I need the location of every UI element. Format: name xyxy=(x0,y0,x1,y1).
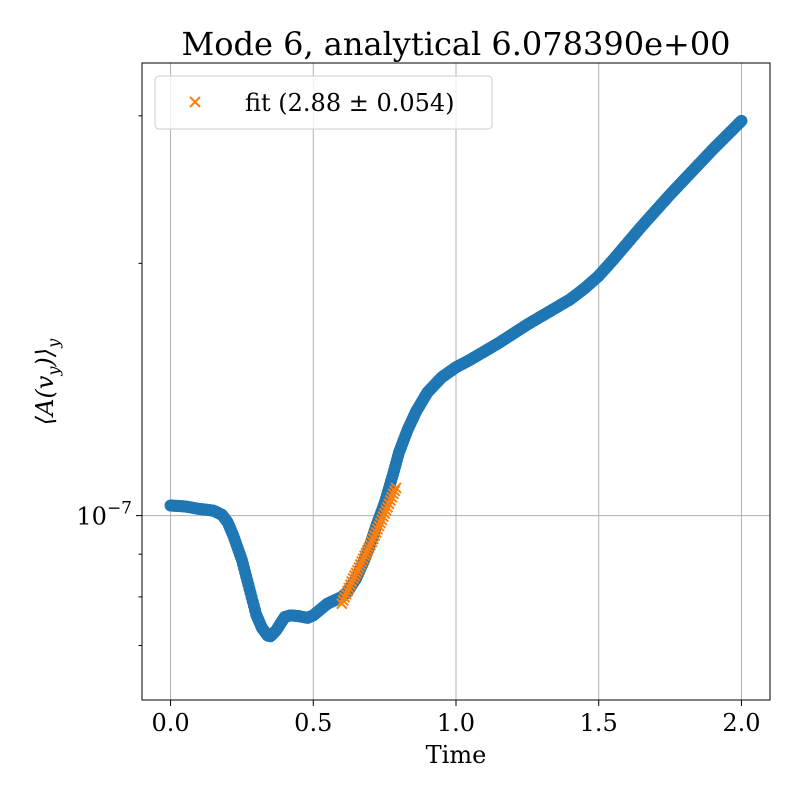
fit-point xyxy=(388,485,401,497)
plot-border xyxy=(141,62,771,701)
fit-point xyxy=(371,523,384,535)
fit-point xyxy=(383,498,395,510)
fit-point xyxy=(380,504,392,517)
series-fit xyxy=(336,482,402,610)
legend-marker-x-stroke xyxy=(189,96,201,108)
fit-point xyxy=(343,582,355,594)
legend: fit (2.88 ± 0.054) xyxy=(154,75,493,130)
x-axis-label: Time xyxy=(426,741,487,769)
fit-point-stroke xyxy=(371,523,384,535)
y-tick-base: 10 xyxy=(76,503,107,531)
fit-point-stroke xyxy=(368,529,381,542)
y-axis-label: ⟨A(vy)⟩y xyxy=(31,338,63,425)
x-tick-label: 1.5 xyxy=(580,709,618,737)
fit-point-stroke xyxy=(337,594,349,607)
fit-point xyxy=(368,529,381,542)
fit-point-stroke xyxy=(340,588,352,600)
fit-point xyxy=(373,520,385,532)
fit-point xyxy=(367,532,379,545)
fit-point-stroke xyxy=(341,585,354,597)
x-tick-label: 2.0 xyxy=(722,709,760,737)
fit-point xyxy=(390,482,402,494)
fit-point xyxy=(381,501,394,513)
fit-point xyxy=(370,526,382,539)
fit-point-stroke xyxy=(387,488,399,500)
fit-point-stroke xyxy=(377,510,389,523)
fit-point xyxy=(366,536,378,548)
fit-point-stroke xyxy=(356,555,368,568)
fit-point-stroke xyxy=(386,491,398,503)
fit-point-stroke xyxy=(343,582,355,594)
fit-point-stroke xyxy=(338,591,351,604)
fit-point xyxy=(341,585,354,597)
fit-point-stroke xyxy=(353,561,365,574)
fit-point xyxy=(338,591,351,604)
fit-point xyxy=(356,555,368,568)
fit-point xyxy=(346,575,358,588)
fit-point-stroke xyxy=(357,553,369,565)
fit-point xyxy=(386,491,398,503)
legend-x-marker xyxy=(189,96,201,108)
fit-point xyxy=(336,597,348,610)
fit-point-stroke xyxy=(346,575,358,588)
fit-point-stroke xyxy=(383,498,395,510)
legend-marker-x xyxy=(189,96,201,108)
x-tick-label: 0.0 xyxy=(151,709,189,737)
fit-point-stroke xyxy=(354,558,367,571)
fit-point xyxy=(344,579,357,591)
fit-point-stroke xyxy=(380,504,392,517)
fit-point-stroke xyxy=(367,532,379,545)
fit-point xyxy=(340,588,352,600)
fit-point-stroke xyxy=(366,536,378,548)
fit-point xyxy=(374,517,387,529)
y-tick-exponent: −7 xyxy=(107,499,132,519)
data-point xyxy=(735,114,748,127)
fit-point-stroke xyxy=(376,514,388,526)
fit-point xyxy=(354,558,367,571)
axes: 0.0 0.5 1.0 1.5 2.0 10−7 xyxy=(76,115,761,737)
fit-point-stroke xyxy=(374,517,387,529)
fit-point xyxy=(387,488,399,500)
legend-box xyxy=(154,75,493,130)
chart-title: Mode 6, analytical 6.078390e+00 xyxy=(181,25,730,63)
fit-point-stroke xyxy=(364,539,377,551)
fit-point xyxy=(377,510,389,523)
fit-point xyxy=(337,594,349,607)
fit-point-stroke xyxy=(381,501,394,513)
fit-point xyxy=(364,539,377,551)
x-tick-label: 1.0 xyxy=(437,709,475,737)
fit-point-stroke xyxy=(370,526,382,539)
fit-point-stroke xyxy=(373,520,385,532)
fit-point xyxy=(353,561,365,574)
fit-point xyxy=(378,507,391,520)
fit-point-stroke xyxy=(378,507,391,520)
fit-point-stroke xyxy=(336,597,348,610)
fit-point-stroke xyxy=(388,485,401,497)
y-tick-label: 10−7 xyxy=(76,499,132,531)
fit-point-stroke xyxy=(344,579,357,591)
fit-point xyxy=(376,514,388,526)
legend-label-fit: fit (2.88 ± 0.054) xyxy=(245,89,455,117)
grid xyxy=(142,63,770,700)
fit-point xyxy=(384,494,397,507)
fit-point-stroke xyxy=(384,494,397,507)
fit-point xyxy=(357,553,369,565)
fit-point-stroke xyxy=(390,482,402,494)
x-tick-label: 0.5 xyxy=(294,709,332,737)
